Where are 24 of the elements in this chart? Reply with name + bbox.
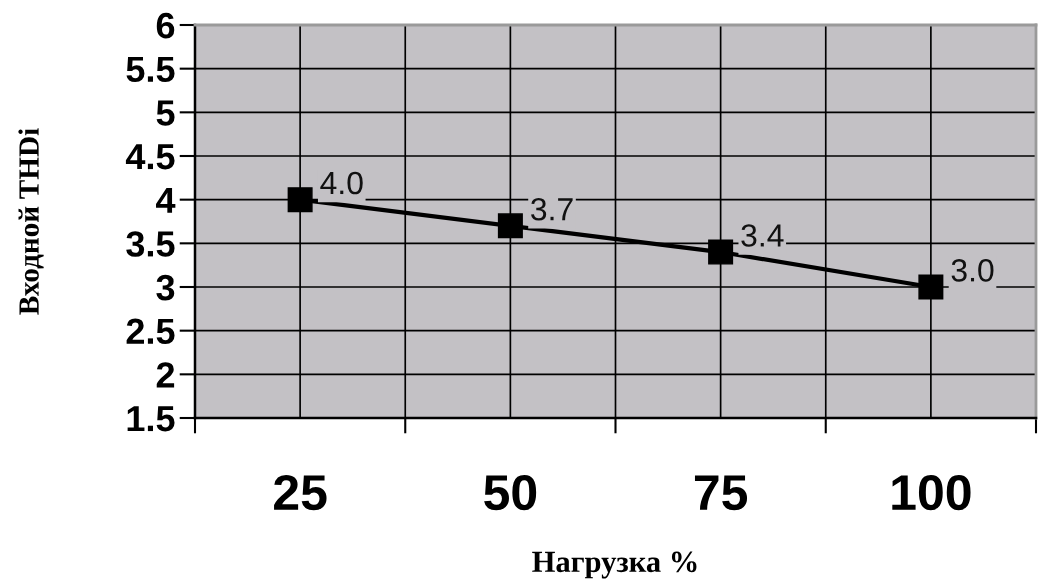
point bbox=[497, 213, 523, 239]
y-tick-label: 2 bbox=[156, 362, 175, 388]
x-tick-label: 25 bbox=[274, 474, 327, 511]
data-label: 3.0 bbox=[951, 259, 994, 282]
y-axis-title: Входной THDi bbox=[18, 128, 44, 315]
x-tick-label: 50 bbox=[484, 474, 537, 511]
y-tick-label: 3.5 bbox=[126, 231, 175, 257]
data-label: 3.4 bbox=[741, 224, 784, 247]
data-label: 4.0 bbox=[320, 171, 363, 195]
y-tick-label: 4.5 bbox=[125, 144, 175, 170]
point bbox=[287, 187, 313, 213]
x-tick-label: 100 bbox=[892, 474, 971, 511]
point bbox=[708, 239, 734, 265]
y-tick-label: 6 bbox=[156, 12, 175, 39]
x-tick-label: 75 bbox=[694, 475, 748, 511]
y-tick-label: 5.5 bbox=[126, 56, 175, 83]
y-tick-label: 1.5 bbox=[127, 406, 175, 432]
y-tick-label: 5 bbox=[156, 100, 175, 126]
y-tick-label: 3 bbox=[156, 274, 175, 301]
y-tick-label: 2.5 bbox=[126, 318, 175, 345]
data-label: 3.7 bbox=[531, 197, 573, 221]
x-axis-title: Нагрузка % bbox=[532, 551, 697, 579]
point bbox=[918, 274, 944, 300]
y-tick-label: 4 bbox=[156, 187, 176, 213]
